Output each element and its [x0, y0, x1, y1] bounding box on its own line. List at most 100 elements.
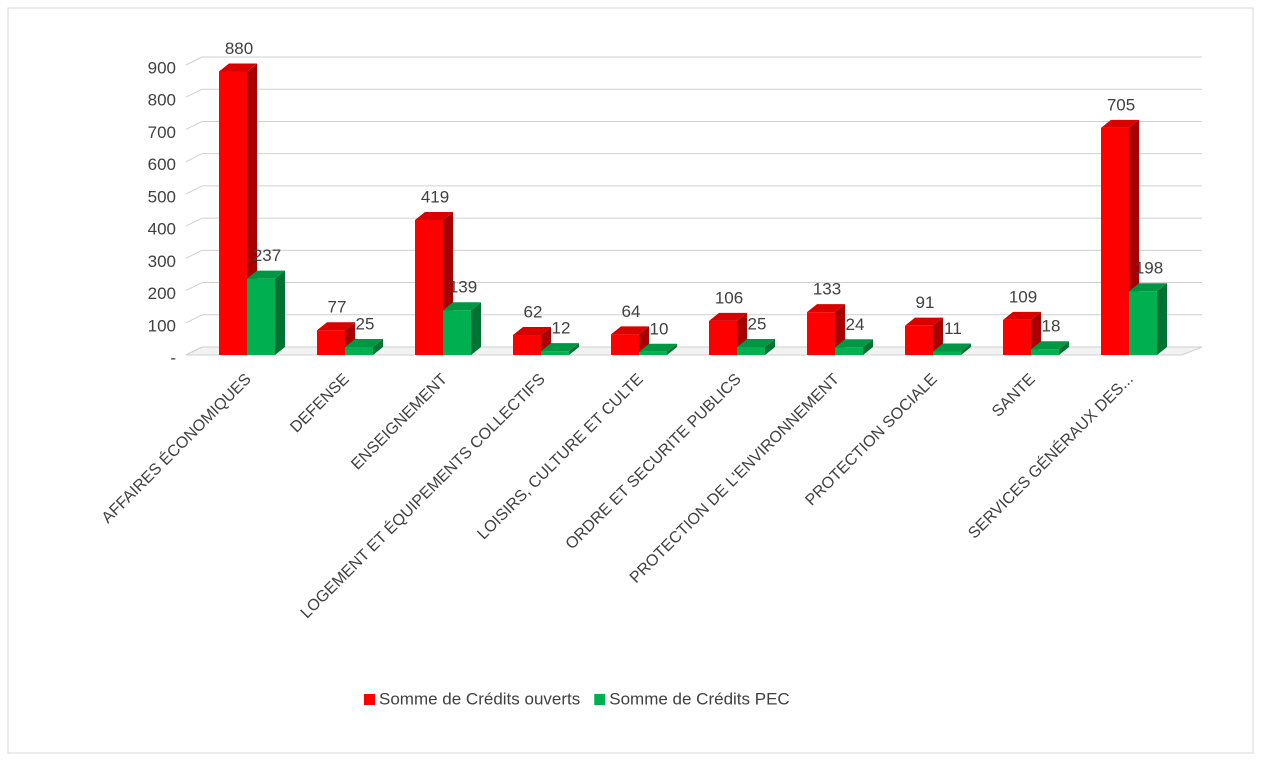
data-label: 705	[1107, 95, 1135, 114]
bar-front	[541, 351, 569, 355]
bar-top	[639, 343, 677, 352]
bar-top	[415, 211, 453, 220]
data-label: 109	[1009, 287, 1037, 306]
data-label: 12	[552, 319, 571, 338]
bar-top	[709, 312, 747, 321]
y-tick-label: 800	[148, 91, 176, 110]
y-tick-label: 600	[148, 155, 176, 174]
bar-side	[373, 338, 383, 355]
legend-label: Somme de Crédits PEC	[609, 689, 789, 708]
y-tick-label: 900	[148, 58, 176, 77]
bar-top	[1129, 283, 1167, 292]
data-label: 10	[650, 319, 669, 338]
bar-side	[961, 343, 971, 355]
bar-front	[737, 346, 765, 355]
bar	[513, 327, 551, 355]
bar-top	[513, 327, 551, 336]
y-tick-label: 400	[148, 220, 176, 239]
bar-front	[835, 347, 863, 355]
legend-swatch	[594, 694, 606, 705]
grid-line	[185, 282, 203, 292]
bar-side	[471, 302, 481, 355]
bar-top	[247, 270, 285, 279]
y-tick-label: 200	[148, 284, 176, 303]
grid-line	[185, 346, 203, 356]
bar-top	[317, 322, 355, 331]
bar-top	[1003, 311, 1041, 320]
bar-top	[835, 339, 873, 348]
y-tick-label: -	[170, 348, 176, 367]
bar-front	[905, 325, 933, 355]
bar-top	[905, 317, 943, 326]
data-label: 25	[748, 314, 767, 333]
bar-side	[275, 270, 285, 355]
bar	[345, 338, 383, 355]
grid-line	[185, 185, 203, 195]
bar-side	[1157, 283, 1167, 355]
bar	[1003, 311, 1041, 355]
bar-front	[513, 335, 541, 355]
bar	[443, 302, 481, 355]
bar-front	[807, 312, 835, 355]
grid-line	[185, 217, 203, 227]
data-label: 237	[253, 246, 281, 265]
bar	[933, 343, 971, 355]
data-label: 11	[944, 319, 962, 338]
legend-label: Somme de Crédits ouverts	[379, 689, 580, 708]
y-tick-label: 500	[148, 187, 176, 206]
bar-front	[219, 71, 247, 355]
grid-line	[185, 314, 203, 324]
data-label: 880	[225, 39, 253, 58]
bar-top	[933, 343, 971, 352]
data-label: 24	[846, 315, 865, 334]
grid-line	[185, 56, 203, 66]
grid-line	[185, 88, 203, 98]
data-label: 133	[813, 280, 841, 299]
bar-front	[247, 278, 275, 355]
data-label: 18	[1042, 317, 1061, 336]
y-tick-label: 700	[148, 123, 176, 142]
bar-front	[317, 330, 345, 355]
bar	[807, 304, 845, 355]
data-label: 139	[449, 278, 477, 297]
bar-side	[667, 343, 677, 355]
bar	[1129, 283, 1167, 355]
bar-side	[1059, 341, 1069, 355]
grid-line	[185, 120, 203, 130]
legend-swatch	[364, 694, 375, 705]
bar-side	[765, 338, 775, 355]
data-label: 106	[715, 288, 743, 307]
bar-front	[443, 310, 471, 355]
grid-line	[185, 249, 203, 259]
chart-border	[7, 7, 1254, 754]
bar-side	[863, 339, 873, 355]
bar-front	[709, 320, 737, 355]
data-label: 91	[916, 293, 935, 312]
bar-top	[345, 338, 383, 347]
bar	[835, 339, 873, 355]
bar-front	[1129, 291, 1157, 355]
bar	[219, 63, 257, 355]
data-label: 77	[328, 298, 347, 317]
bar	[639, 343, 677, 355]
bar-top	[807, 304, 845, 313]
bar-top	[737, 338, 775, 347]
data-label: 62	[524, 303, 543, 322]
data-label: 25	[356, 314, 375, 333]
bar-top	[541, 343, 579, 352]
data-label: 64	[622, 302, 641, 321]
bar	[737, 338, 775, 355]
bar-side	[569, 343, 579, 355]
bar-front	[1031, 349, 1059, 355]
y-tick-label: 300	[148, 252, 176, 271]
bar-front	[415, 219, 443, 355]
data-label: 419	[421, 187, 449, 206]
bar	[247, 270, 285, 355]
bar-front	[1101, 127, 1129, 355]
bar-top	[1101, 119, 1139, 128]
bar-front	[933, 351, 961, 355]
bar-top	[611, 326, 649, 335]
data-label: 198	[1135, 259, 1163, 278]
bar-front	[639, 351, 667, 355]
y-tick-label: 100	[148, 316, 176, 335]
